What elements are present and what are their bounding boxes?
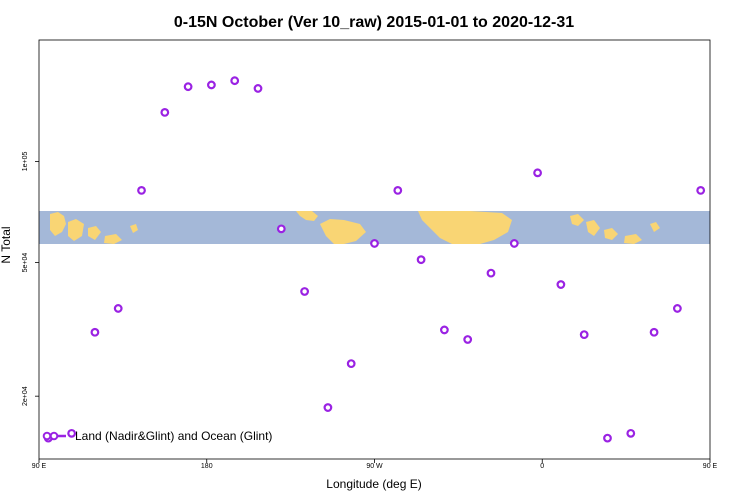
legend-marker [49, 431, 59, 441]
data-point [230, 76, 240, 86]
data-point [463, 335, 473, 344]
chart-title: 0-15N October (Ver 10_raw) 2015-01-01 to… [174, 14, 574, 31]
data-point [649, 327, 659, 337]
data-point [486, 268, 496, 278]
x-tick-label: 90 E [703, 463, 718, 470]
land-masses [50, 211, 660, 244]
data-point [416, 255, 426, 265]
data-point [439, 325, 449, 335]
data-point [603, 433, 612, 443]
legend: Land (Nadir&Glint) and Ocean (Glint) [42, 429, 272, 443]
y-tick-label: 1e+05 [22, 152, 29, 172]
data-point [346, 359, 356, 369]
data-point [393, 186, 403, 195]
legend-marker [42, 431, 52, 441]
y-axis: 2e+04 5e+04 1e+05 [22, 152, 39, 406]
data-point [90, 327, 100, 337]
equatorial-map-band [39, 211, 710, 244]
x-axis: 90 E 180 90 W 0 90 E [32, 459, 718, 470]
y-tick-label: 5e+04 [22, 253, 29, 273]
data-point [672, 304, 682, 313]
data-point [556, 280, 566, 289]
data-point [509, 239, 519, 248]
x-tick-label: 180 [201, 463, 213, 470]
x-axis-label: Longitude (deg E) [326, 477, 421, 491]
data-point [300, 287, 310, 296]
data-point [323, 403, 333, 412]
data-point [113, 304, 123, 313]
data-point [207, 80, 216, 90]
legend-entry: Land (Nadir&Glint) and Ocean (Glint) [75, 429, 272, 443]
x-tick-label: 90 W [366, 463, 383, 470]
y-tick-label: 2e+04 [22, 386, 29, 406]
data-point [370, 239, 379, 248]
data-point [160, 107, 170, 117]
data-point [137, 186, 146, 195]
data-point [67, 428, 77, 438]
y-axis-label: N Total [0, 226, 13, 263]
data-point [276, 224, 286, 234]
data-point [696, 186, 706, 195]
data-point [626, 428, 636, 438]
x-tick-label: 90 E [32, 463, 47, 470]
data-point [533, 168, 542, 178]
data-point [253, 84, 263, 93]
data-point [579, 330, 589, 340]
x-tick-label: 0 [540, 463, 544, 470]
data-point [183, 82, 193, 92]
